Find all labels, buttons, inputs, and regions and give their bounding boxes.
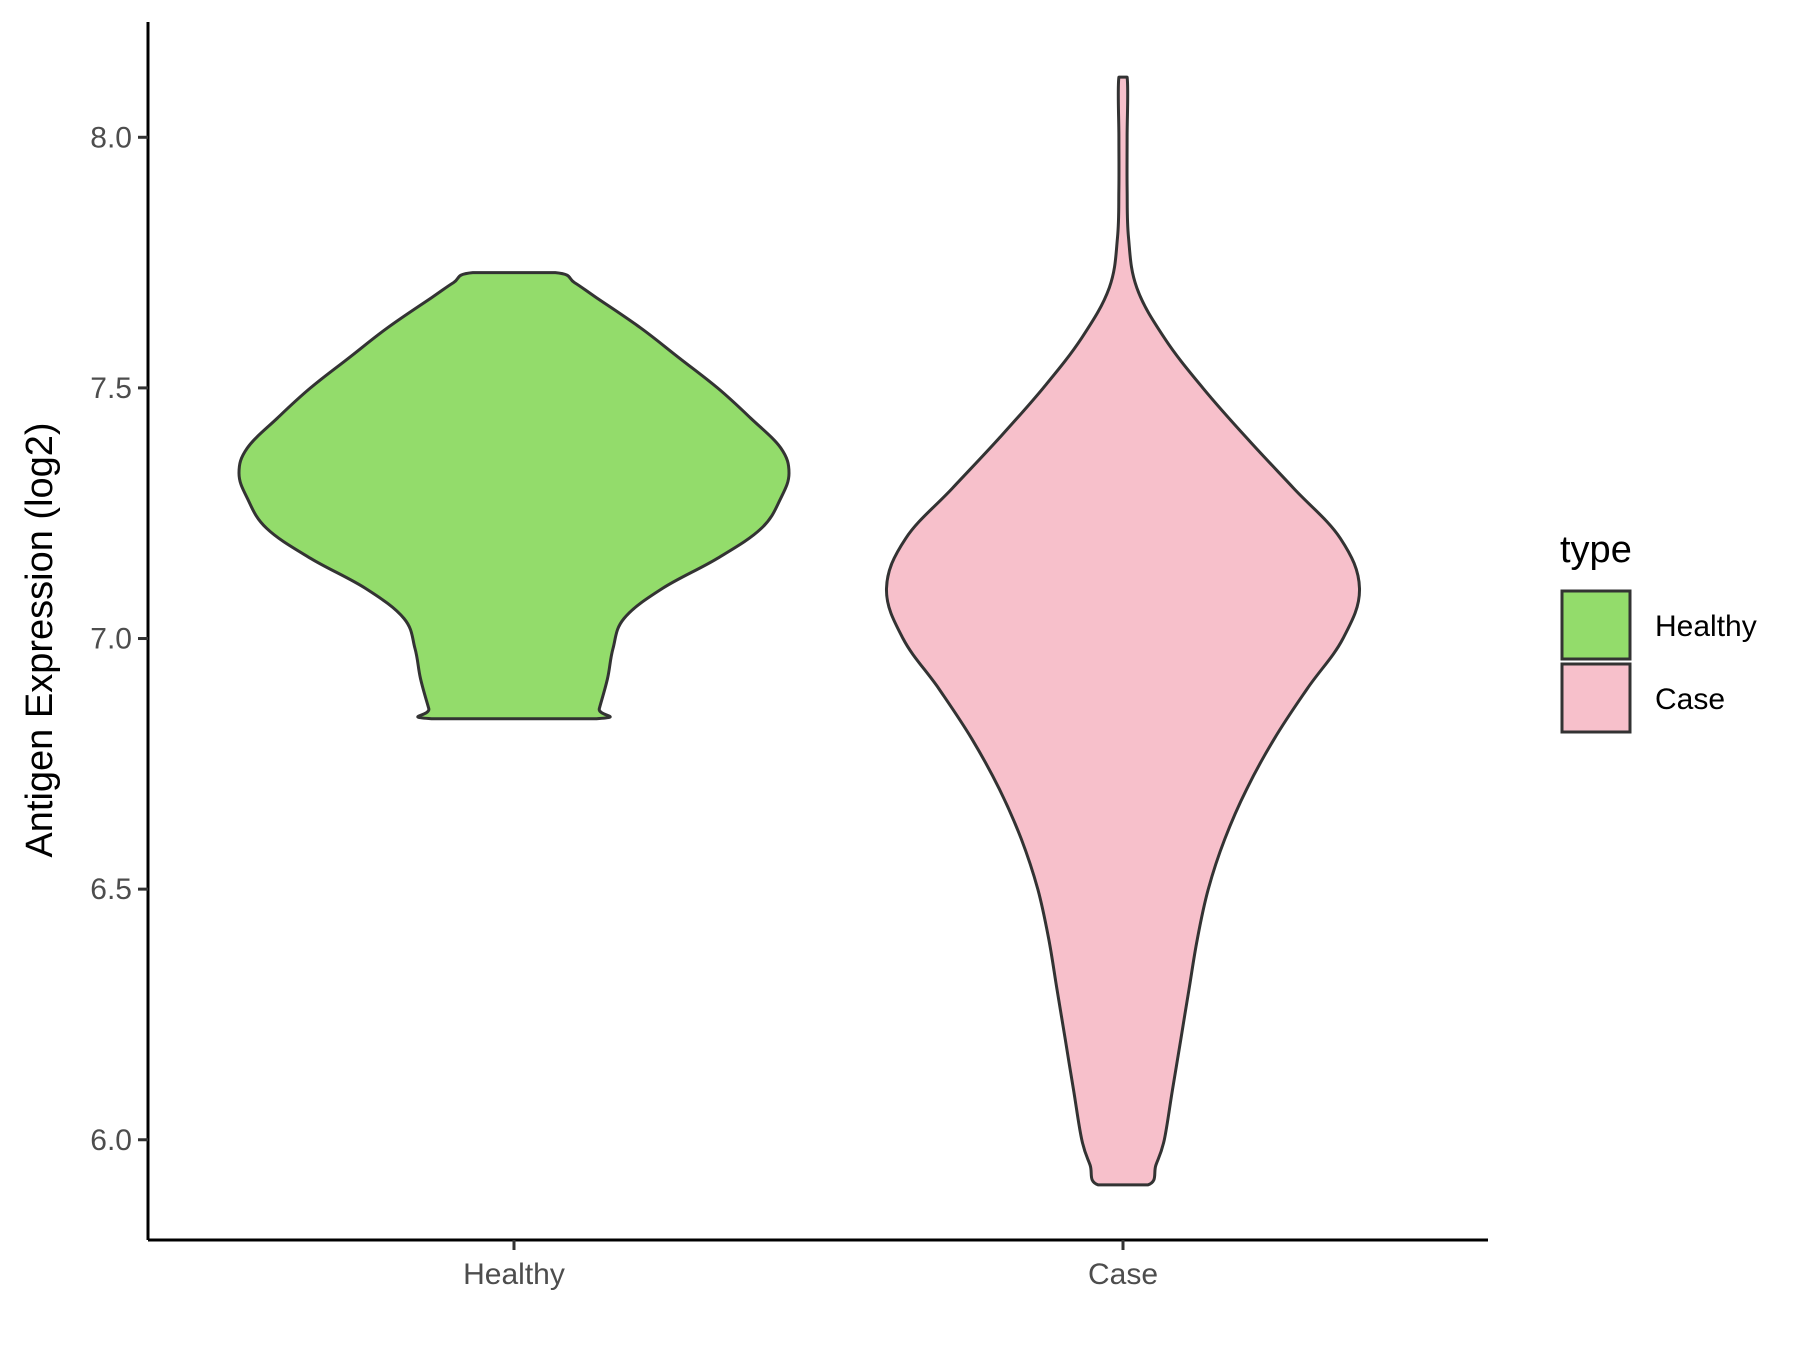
y-axis-title: Antigen Expression (log2): [19, 422, 61, 857]
violin-case: [884, 75, 1362, 1187]
y-tick-label: 7.0: [90, 623, 132, 656]
y-axis-ticks: 6.0 6.5 7.0 7.5 8.0: [90, 121, 148, 1157]
y-tick-label: 7.5: [90, 372, 132, 405]
legend-label-case: Case: [1655, 683, 1725, 716]
legend: type Healthy Case: [1560, 529, 1757, 734]
legend-key-case: [1560, 662, 1632, 734]
legend-title: type: [1560, 529, 1632, 571]
legend-key-healthy: [1560, 589, 1632, 661]
y-tick-label: 8.0: [90, 121, 132, 154]
legend-label-healthy: Healthy: [1655, 610, 1757, 643]
violin-layer: [237, 75, 1362, 1187]
x-tick-label: Healthy: [463, 1258, 565, 1291]
x-axis-ticks: Healthy Case: [463, 1240, 1158, 1291]
y-tick-label: 6.0: [90, 1124, 132, 1157]
x-tick-label: Case: [1088, 1258, 1158, 1291]
violin-healthy: [237, 271, 791, 721]
y-tick-label: 6.5: [90, 873, 132, 906]
legend-items: Healthy Case: [1560, 589, 1757, 734]
